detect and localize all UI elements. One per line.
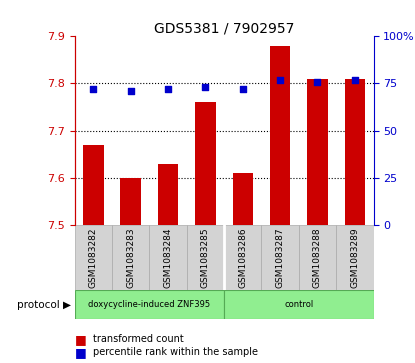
Point (352, 77, 358, 83)
Bar (270, 46, 290, 225)
Bar (149, 225, 187, 290)
Point (277, 77, 283, 83)
Bar (344, 79, 365, 225)
Text: GSM1083285: GSM1083285 (201, 227, 210, 288)
Text: GSM1083283: GSM1083283 (126, 227, 135, 288)
Text: control: control (284, 301, 313, 309)
Text: GSM1083284: GSM1083284 (164, 228, 173, 288)
Bar (224, 290, 374, 319)
Text: ■: ■ (75, 346, 86, 359)
Text: GSM1083287: GSM1083287 (276, 227, 285, 288)
Text: GSM1083289: GSM1083289 (350, 227, 359, 288)
Text: GSM1083288: GSM1083288 (313, 227, 322, 288)
Bar (261, 225, 299, 290)
Bar (195, 102, 216, 225)
Bar (307, 79, 328, 225)
Bar (299, 225, 336, 290)
Bar (75, 225, 112, 290)
Bar (120, 178, 141, 225)
Text: transformed count: transformed count (93, 334, 184, 344)
Point (314, 79, 321, 85)
Bar (75, 290, 224, 319)
Bar (112, 225, 149, 290)
Text: GSM1083282: GSM1083282 (89, 228, 98, 288)
Text: ■: ■ (75, 333, 86, 346)
Text: protocol ▶: protocol ▶ (17, 300, 71, 310)
Text: GSM1083286: GSM1083286 (238, 227, 247, 288)
Text: doxycycline-induced ZNF395: doxycycline-induced ZNF395 (88, 301, 210, 309)
Bar (187, 225, 224, 290)
Text: percentile rank within the sample: percentile rank within the sample (93, 347, 259, 357)
Title: GDS5381 / 7902957: GDS5381 / 7902957 (154, 21, 294, 35)
Point (90, 86, 97, 92)
Point (202, 84, 209, 90)
Bar (83, 145, 104, 225)
Point (127, 88, 134, 94)
Bar (224, 225, 261, 290)
Point (239, 86, 246, 92)
Point (165, 86, 171, 92)
Bar (232, 173, 253, 225)
Bar (158, 164, 178, 225)
Bar (336, 225, 374, 290)
